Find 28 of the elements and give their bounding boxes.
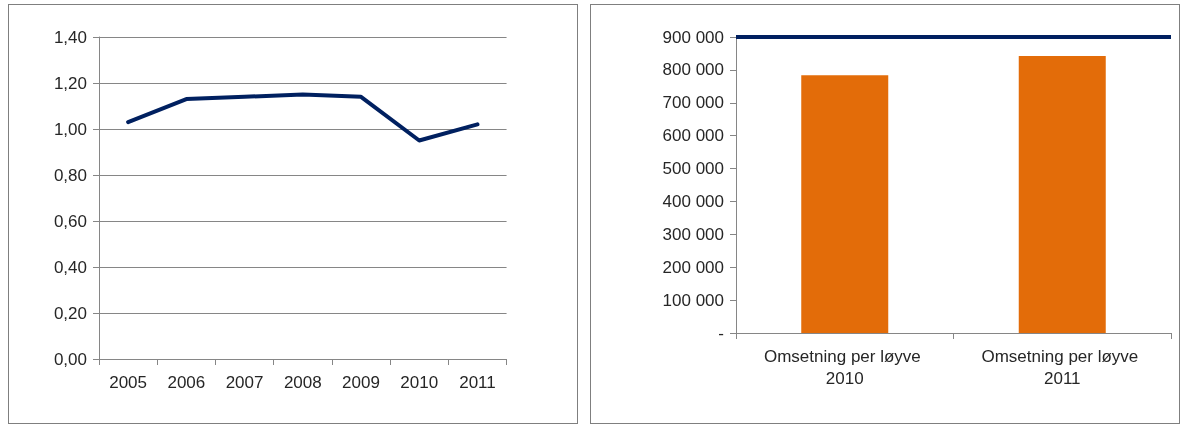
x-tick-label: 2010	[400, 372, 439, 392]
y-tick-label: -	[718, 323, 724, 343]
x-tick-label: 2009	[342, 372, 380, 392]
y-tick-label: 1,20	[53, 73, 87, 93]
y-tick-label: 1,40	[53, 27, 87, 47]
y-tick-label: 600 000	[662, 126, 724, 146]
y-tick-label: 100 000	[662, 290, 724, 310]
line-series	[126, 92, 480, 143]
y-tick-label: 700 000	[662, 93, 724, 113]
y-tick-label: 0,60	[53, 211, 87, 231]
y-tick-label: 0,20	[53, 303, 87, 323]
x-tick-label: 2011	[459, 372, 496, 392]
x-tick-label: Omsetning per løyve 2010	[763, 346, 926, 388]
y-tick-label: 0,40	[53, 257, 87, 277]
x-tick-label: Omsetning per løyve 2011	[981, 346, 1144, 388]
x-tick-label: 2007	[225, 372, 264, 392]
y-tick-label: 300 000	[662, 224, 724, 244]
y-tick-label: 200 000	[662, 257, 724, 277]
y-tick-label: 0,80	[53, 165, 87, 185]
y-tick-label: 0,00	[53, 349, 87, 369]
y-tick-label: 400 000	[662, 191, 724, 211]
y-tick-label: 1,00	[53, 119, 87, 139]
y-tick-label: 800 000	[662, 60, 724, 80]
x-tick-label: 2006	[167, 372, 206, 392]
y-tick-label: 500 000	[662, 159, 724, 179]
y-tick-label: 900 000	[662, 27, 724, 47]
x-tick-label: 2005	[109, 372, 148, 392]
x-tick-label: 2008	[283, 372, 322, 392]
